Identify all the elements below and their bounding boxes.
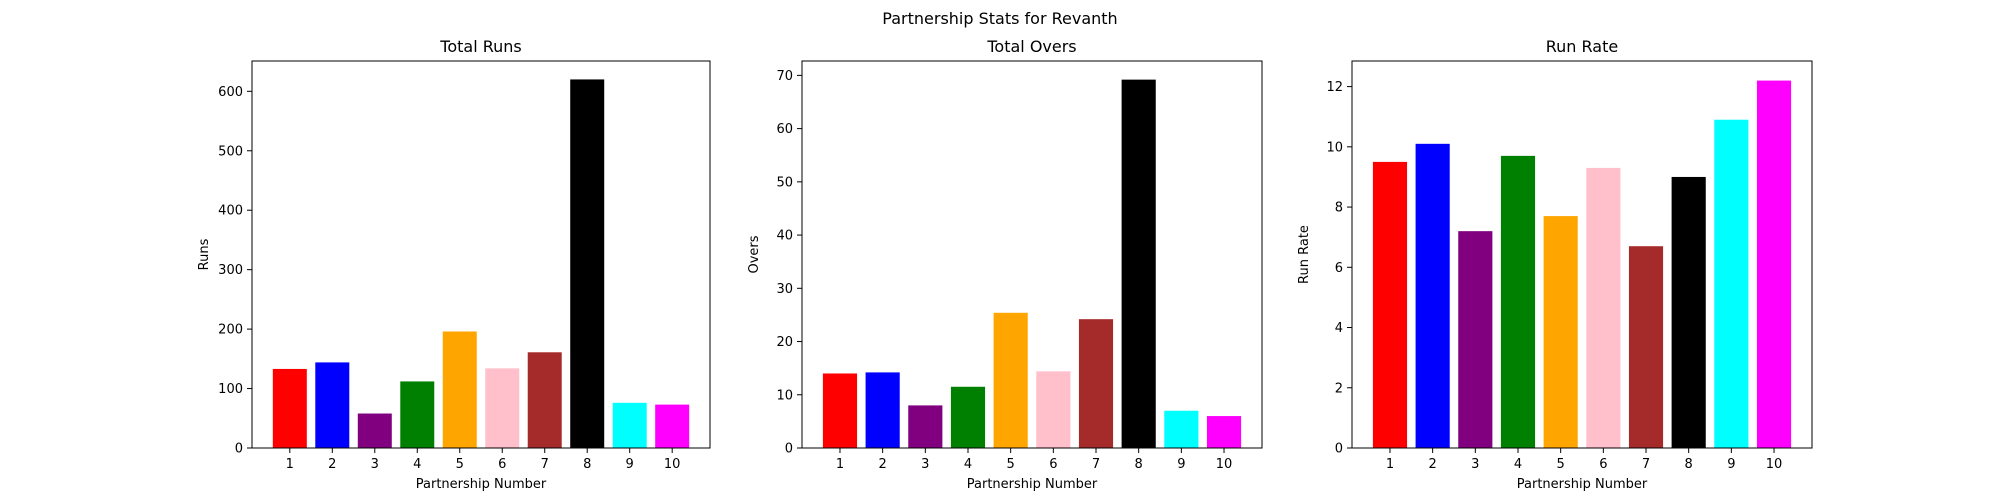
x-tick-label: 1 (836, 457, 844, 472)
y-tick-label: 0 (785, 442, 793, 457)
x-tick-label: 4 (413, 457, 421, 472)
x-tick-label: 8 (1685, 457, 1693, 472)
x-tick-label: 7 (1642, 457, 1650, 472)
axes-frame (801, 60, 1263, 449)
x-tick-label: 8 (1135, 457, 1143, 472)
x-tick-label: 10 (1216, 457, 1233, 472)
x-tick-label: 1 (286, 457, 294, 472)
bar-1-10 (655, 404, 690, 448)
bar-3-3 (1458, 231, 1493, 448)
bar-3-2 (1415, 143, 1450, 448)
x-tick-label: 1 (1386, 457, 1394, 472)
y-tick-label: 10 (776, 388, 793, 403)
y-tick-label: 40 (776, 229, 793, 244)
bar-2-1 (822, 373, 858, 448)
bar-1-6 (485, 368, 520, 448)
bar-1-5 (442, 331, 477, 448)
y-tick-label: 12 (1326, 80, 1343, 95)
y-axis-label: Overs (747, 235, 762, 273)
axes-frame (251, 60, 711, 449)
y-tick-label: 500 (218, 144, 243, 159)
x-tick-label: 9 (1177, 457, 1185, 472)
x-tick-label: 8 (583, 457, 591, 472)
x-axis-label: Partnership Number (416, 477, 547, 492)
bar-3-1 (1372, 161, 1408, 448)
y-tick-label: 8 (1335, 201, 1343, 216)
x-tick-label: 10 (1766, 457, 1783, 472)
x-tick-label: 4 (964, 457, 972, 472)
y-tick-label: 30 (776, 282, 793, 297)
bar-1-1 (272, 368, 307, 448)
x-tick-label: 6 (1049, 457, 1057, 472)
x-tick-label: 2 (328, 457, 336, 472)
y-axis-label: Run Rate (1297, 225, 1312, 284)
bar-3-10 (1756, 80, 1792, 448)
x-tick-label: 7 (1092, 457, 1100, 472)
y-tick-label: 10 (1326, 140, 1343, 155)
axes-frame (1351, 60, 1813, 449)
y-tick-label: 200 (218, 323, 243, 338)
bar-1-2 (315, 362, 350, 448)
y-tick-label: 2 (1335, 381, 1343, 396)
y-tick-label: 300 (218, 263, 243, 278)
x-tick-label: 5 (1557, 457, 1565, 472)
bar-2-7 (1078, 319, 1114, 448)
bar-2-8 (1121, 79, 1156, 448)
y-tick-label: 20 (776, 335, 793, 350)
y-tick-label: 60 (776, 122, 793, 137)
bar-3-9 (1714, 119, 1749, 448)
subplot-title: Run Rate (1546, 37, 1618, 56)
y-tick-label: 4 (1335, 321, 1343, 336)
x-tick-label: 7 (541, 457, 549, 472)
x-tick-label: 9 (1727, 457, 1735, 472)
bar-1-9 (612, 402, 647, 448)
y-tick-label: 50 (776, 175, 793, 190)
bar-2-10 (1206, 416, 1242, 448)
y-tick-label: 70 (776, 69, 793, 84)
x-tick-label: 5 (1007, 457, 1015, 472)
bar-2-3 (908, 405, 943, 448)
y-tick-label: 100 (218, 382, 243, 397)
x-tick-label: 9 (626, 457, 634, 472)
x-tick-label: 6 (1599, 457, 1607, 472)
bar-2-6 (1036, 371, 1071, 448)
x-tick-label: 3 (371, 457, 379, 472)
subplot-title: Total Runs (439, 37, 521, 56)
bar-2-5 (993, 312, 1028, 448)
x-tick-label: 2 (879, 457, 887, 472)
x-tick-label: 3 (921, 457, 929, 472)
x-tick-label: 4 (1514, 457, 1522, 472)
x-tick-label: 6 (498, 457, 506, 472)
bar-2-4 (950, 386, 986, 448)
y-tick-label: 400 (218, 204, 243, 219)
bar-3-8 (1671, 176, 1706, 448)
bar-3-4 (1500, 155, 1536, 448)
bar-2-2 (865, 372, 900, 448)
y-tick-label: 0 (235, 442, 243, 457)
y-tick-label: 6 (1335, 261, 1343, 276)
bar-1-3 (357, 413, 392, 448)
figure-suptitle: Partnership Stats for Revanth (882, 9, 1117, 28)
bar-1-7 (527, 352, 562, 448)
y-tick-label: 0 (1335, 442, 1343, 457)
bar-3-5 (1543, 216, 1578, 448)
subplot-title: Total Overs (986, 37, 1076, 56)
x-tick-label: 2 (1429, 457, 1437, 472)
x-tick-label: 5 (456, 457, 464, 472)
y-tick-label: 600 (218, 85, 243, 100)
bar-1-8 (570, 79, 605, 449)
bar-2-9 (1164, 410, 1199, 448)
x-tick-label: 10 (664, 457, 681, 472)
x-axis-label: Partnership Number (967, 477, 1098, 492)
x-axis-label: Partnership Number (1517, 477, 1648, 492)
bar-1-4 (400, 381, 435, 448)
x-tick-label: 3 (1471, 457, 1479, 472)
bar-3-7 (1628, 246, 1664, 448)
bar-3-6 (1586, 167, 1621, 448)
y-axis-label: Runs (197, 238, 212, 270)
